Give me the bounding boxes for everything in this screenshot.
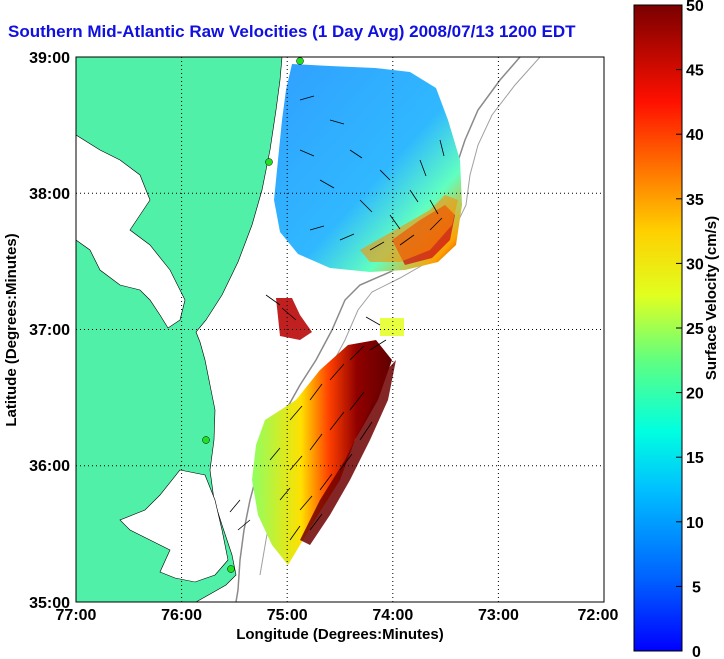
colorbar-tick: 50 — [686, 0, 704, 15]
x-tick: 73:00 — [478, 607, 519, 624]
x-tick: 72:00 — [578, 607, 619, 624]
colorbar-tick: 30 — [686, 256, 704, 273]
y-tick: 37:00 — [29, 322, 70, 339]
station-marker — [296, 57, 304, 65]
y-tick: 38:00 — [29, 186, 70, 203]
y-tick: 39:00 — [29, 50, 70, 67]
chesapeake-bay — [76, 134, 186, 329]
station-marker — [265, 158, 273, 166]
x-tick-labels: 77:00 76:00 75:00 74:00 73:00 72:00 — [56, 607, 619, 624]
colorbar-tick: 20 — [686, 386, 704, 403]
x-tick: 74:00 — [372, 607, 413, 624]
y-tick: 36:00 — [29, 458, 70, 475]
south-velocity-field — [252, 340, 392, 565]
north-orange-zone — [360, 195, 458, 262]
south-dark-band — [300, 360, 396, 545]
grid-lines — [76, 57, 604, 602]
pamlico-sound — [119, 469, 229, 583]
x-tick: 75:00 — [267, 607, 308, 624]
colorbar-tick: 35 — [686, 192, 704, 209]
y-tick: 35:00 — [29, 595, 70, 612]
colorbar-tick: 0 — [692, 644, 701, 659]
map-title: Southern Mid-Atlantic Raw Velocities (1 … — [8, 22, 576, 41]
x-axis-label: Longitude (Degrees:Minutes) — [236, 626, 444, 643]
x-tick: 76:00 — [161, 607, 202, 624]
colorbar-tick: 25 — [686, 321, 704, 338]
colorbar-ticks — [676, 69, 682, 587]
colorbar-tick: 40 — [686, 127, 704, 144]
colorbar-label: Surface Velocity (cm/s) — [703, 216, 720, 380]
colorbar-tick: 15 — [686, 450, 704, 467]
station-marker — [227, 565, 235, 573]
plot-frame — [75, 56, 605, 603]
colorbar-tick: 5 — [692, 579, 701, 596]
x-tick: 77:00 — [56, 607, 97, 624]
y-tick-labels: 39:00 38:00 37:00 36:00 35:00 — [29, 50, 70, 612]
y-axis-label: Latitude (Degrees:Minutes) — [3, 233, 20, 426]
colorbar-tick: 45 — [686, 63, 704, 80]
station-marker — [202, 436, 210, 444]
offshore-velocity-cell — [380, 318, 404, 336]
velocity-arrows — [229, 95, 445, 541]
colorbar — [633, 4, 683, 652]
colorbar-tick: 10 — [686, 515, 704, 532]
colorbar-labels: 50 45 40 35 30 25 20 15 10 5 0 — [686, 0, 704, 659]
shelf-contour — [235, 57, 521, 602]
